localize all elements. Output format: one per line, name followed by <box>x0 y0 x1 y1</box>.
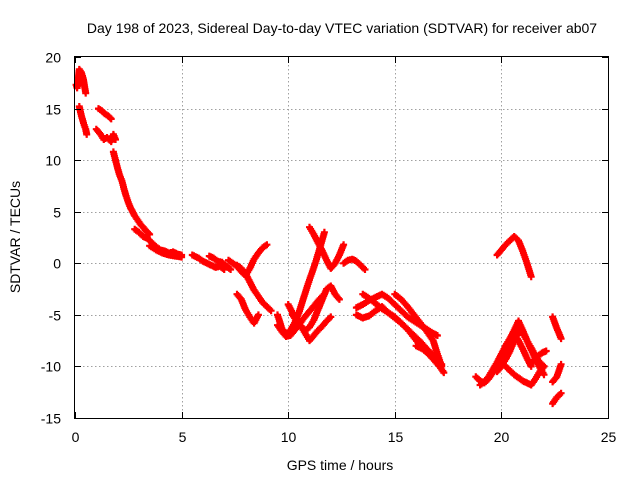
series-track-23 <box>412 342 446 368</box>
y-tick-label: -5 <box>49 308 62 324</box>
data-point-markers <box>109 148 154 238</box>
series-track-7 <box>146 242 186 261</box>
grid-lines <box>75 57 608 418</box>
data-point-markers <box>72 65 90 97</box>
series-track-18 <box>340 255 369 273</box>
x-tick-label: 15 <box>388 429 404 445</box>
data-point-markers <box>493 233 535 281</box>
data-point-markers <box>502 362 548 389</box>
series-track-30 <box>493 233 535 281</box>
series-track-16 <box>289 282 343 334</box>
series-track-4 <box>92 125 119 146</box>
series-track-17 <box>306 223 348 272</box>
data-point-markers <box>549 313 565 343</box>
series-track-33 <box>549 389 565 408</box>
series-track-5 <box>109 148 154 238</box>
y-tick-label: -10 <box>41 359 61 375</box>
x-tick-label: 25 <box>601 429 617 445</box>
data-points <box>72 65 565 408</box>
data-point-markers <box>529 347 550 365</box>
data-point-markers <box>233 261 275 315</box>
series-track-12 <box>233 290 262 327</box>
chart-title: Day 198 of 2023, Sidereal Day-to-day VTE… <box>87 20 597 36</box>
series-track-32 <box>549 360 565 386</box>
series-track-1 <box>72 65 90 97</box>
data-point-markers <box>188 251 228 273</box>
data-point-markers <box>549 360 565 386</box>
x-tick-label: 20 <box>494 429 510 445</box>
y-tick-label: 0 <box>53 256 61 272</box>
data-point-markers <box>306 223 348 272</box>
plot-frame <box>74 56 609 419</box>
data-point-markers <box>502 317 548 370</box>
data-point-markers <box>233 290 262 327</box>
data-point-markers <box>289 282 343 334</box>
y-tick-label: 15 <box>45 102 61 118</box>
y-tick-labels: -15 -10 -5 0 5 10 15 20 <box>41 50 61 427</box>
series-track-29 <box>529 347 550 365</box>
data-point-markers <box>205 252 235 273</box>
series-track-27 <box>502 317 548 370</box>
y-tick-label: 10 <box>45 153 61 169</box>
y-tick-label: 20 <box>45 50 61 66</box>
series-track-9 <box>205 252 235 273</box>
data-point-markers <box>340 255 369 273</box>
data-point-markers <box>75 103 91 138</box>
data-point-markers <box>95 105 115 123</box>
x-axis-label: GPS time / hours <box>287 457 394 473</box>
series-track-31 <box>549 313 565 343</box>
x-tick-label: 5 <box>179 429 187 445</box>
series-track-2 <box>75 103 91 138</box>
data-point-markers <box>146 242 186 261</box>
data-point-markers <box>412 342 446 368</box>
axis-ticks <box>75 57 609 419</box>
series-track-3 <box>95 105 115 123</box>
y-axis-label: SDTVAR / TECUs <box>7 181 23 293</box>
x-tick-labels: 0 5 10 15 20 25 <box>72 429 617 445</box>
series-track-8 <box>188 251 228 273</box>
y-tick-label: 5 <box>53 205 61 221</box>
x-tick-label: 0 <box>72 429 80 445</box>
series-track-28 <box>502 362 548 389</box>
x-tick-label: 10 <box>281 429 297 445</box>
series-track-11 <box>233 261 275 315</box>
y-tick-label: -15 <box>41 411 61 427</box>
data-point-markers <box>549 389 565 408</box>
data-point-markers <box>92 125 119 146</box>
